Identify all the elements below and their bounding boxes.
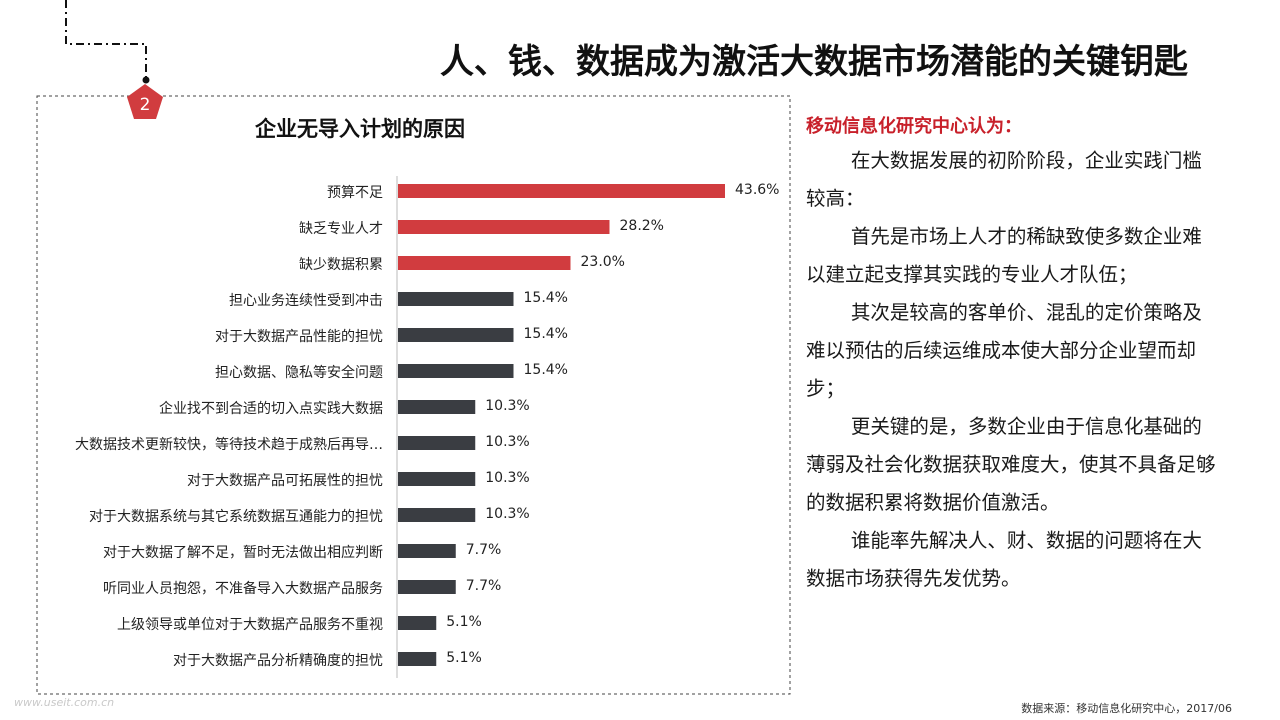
data-source-note: 数据来源：移动信息化研究中心，2017/06 <box>1021 702 1232 715</box>
panel-paragraph: 其次是较高的客单价、混乱的定价策略及难以预估的后续运维成本使大部分企业望而却步； <box>806 301 1202 400</box>
value-label: 10.3% <box>485 398 530 414</box>
value-label: 15.4% <box>523 290 568 306</box>
value-label: 7.7% <box>465 578 502 594</box>
category-label: 对于大数据了解不足，暂时无法做出相应判断 <box>103 545 383 561</box>
value-label: 7.7% <box>465 542 502 558</box>
bar <box>398 328 514 342</box>
dashed-connector <box>65 0 147 78</box>
section-badge <box>127 84 163 119</box>
panel-paragraph: 首先是市场上人才的稀缺致使多数企业难以建立起支撑其实践的专业人才队伍； <box>806 225 1202 286</box>
section-badge-number: 2 <box>139 95 151 115</box>
connector-dot <box>142 76 150 84</box>
category-label: 担心业务连续性受到冲击 <box>229 293 383 309</box>
panel-body: 在大数据发展的初阶阶段，企业实践门槛较高： 首先是市场上人才的稀缺致使多数企业难… <box>806 142 1220 598</box>
panel-paragraph: 在大数据发展的初阶阶段，企业实践门槛较高： <box>806 149 1202 210</box>
category-label: 上级领导或单位对于大数据产品服务不重视 <box>117 617 383 633</box>
category-label: 听同业人员抱怨，不准备导入大数据产品服务 <box>103 581 383 597</box>
value-label: 10.3% <box>485 434 530 450</box>
page-title: 人、钱、数据成为激活大数据市场潜能的关键钥匙 <box>440 42 1188 82</box>
value-label: 5.1% <box>446 650 482 666</box>
value-label: 5.1% <box>446 614 482 630</box>
bar <box>398 544 456 558</box>
value-label: 15.4% <box>523 326 568 342</box>
bar <box>398 616 437 630</box>
watermark: www.useit.com.cn <box>14 696 115 709</box>
bar <box>398 292 514 306</box>
category-label: 缺少数据积累 <box>299 257 383 273</box>
category-label: 对于大数据系统与其它系统数据互通能力的担忧 <box>89 509 383 525</box>
value-label: 23.0% <box>580 254 625 270</box>
bar <box>398 508 476 522</box>
value-label: 43.6% <box>735 182 780 198</box>
category-label: 对于大数据产品可拓展性的担忧 <box>187 473 383 489</box>
category-label: 预算不足 <box>327 185 383 201</box>
category-label: 对于大数据产品性能的担忧 <box>215 329 383 345</box>
panel-heading: 移动信息化研究中心认为： <box>806 116 1022 137</box>
category-label: 大数据技术更新较快，等待技术趋于成熟后再导… <box>75 437 383 453</box>
bar <box>398 652 437 666</box>
chart-frame <box>36 95 791 695</box>
category-label: 对于大数据产品分析精确度的担忧 <box>173 653 383 669</box>
bar <box>398 472 476 486</box>
bar <box>398 220 610 234</box>
bar <box>398 580 456 594</box>
bar <box>398 184 725 198</box>
panel-paragraph: 谁能率先解决人、财、数据的问题将在大数据市场获得先发优势。 <box>806 529 1202 590</box>
category-label: 缺乏专业人才 <box>299 221 383 237</box>
value-label: 10.3% <box>485 470 530 486</box>
bar <box>398 436 476 450</box>
category-label: 企业找不到合适的切入点实践大数据 <box>159 401 383 417</box>
bar <box>398 256 571 270</box>
panel-paragraph: 更关键的是，多数企业由于信息化基础的薄弱及社会化数据获取难度大，使其不具备足够的… <box>806 415 1216 514</box>
category-label: 担心数据、隐私等安全问题 <box>215 365 383 381</box>
value-label: 15.4% <box>523 362 568 378</box>
bar <box>398 364 514 378</box>
chart-title: 企业无导入计划的原因 <box>255 117 465 141</box>
value-label: 28.2% <box>619 218 664 234</box>
bar <box>398 400 476 414</box>
value-label: 10.3% <box>485 506 530 522</box>
bar-chart <box>396 176 725 678</box>
